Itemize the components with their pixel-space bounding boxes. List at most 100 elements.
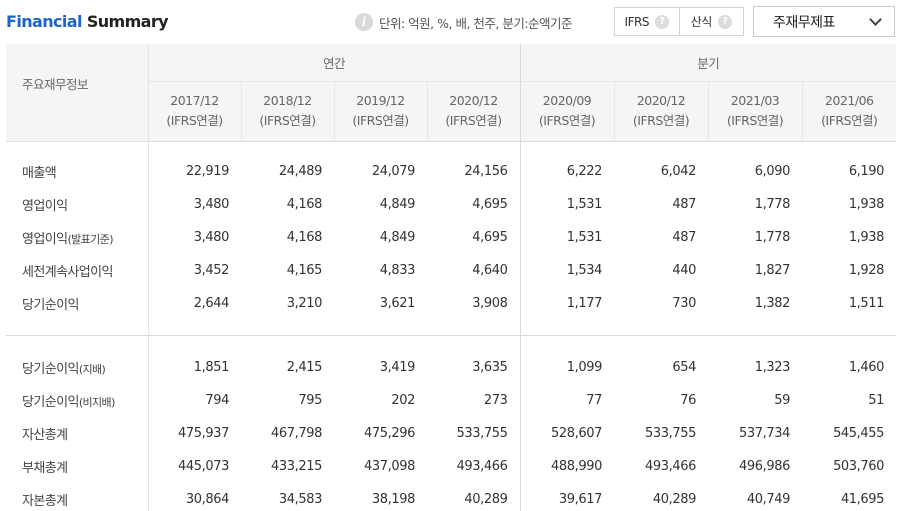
row-label: 세전계속사업이익 (6, 254, 149, 287)
unit-text: 단위: 억원, %, 배, 천주, 분기:순액기준 (379, 15, 573, 31)
value-cell: 4,849 (379, 230, 416, 245)
row-label: 자산총계 (6, 417, 149, 450)
table-row: 당기순이익(비지배) 794 795 202 273 77 76 59 51 (6, 384, 896, 417)
value-cell: 3,210 (286, 296, 323, 311)
value-cell: 3,908 (472, 296, 508, 311)
group-header-quarter: 분기 (519, 44, 897, 82)
value-cell: 795 (298, 393, 322, 408)
value-cell: 475,937 (178, 426, 229, 441)
value-cell: 1,531 (519, 221, 615, 254)
value-cell: 440 (672, 263, 697, 278)
value-cell: 2,415 (286, 360, 323, 375)
value-cell: 1,928 (848, 263, 885, 278)
value-cell: 528,607 (519, 417, 615, 450)
table-row: 영업이익 3,480 4,168 4,849 4,695 1,531 487 1,778 1,9… (6, 188, 896, 221)
ifrs-button[interactable]: IFRS ? (615, 8, 679, 35)
value-cell: 3,635 (472, 360, 508, 375)
value-cell: 6,042 (660, 164, 697, 179)
value-cell: 6,090 (754, 164, 791, 179)
value-cell: 533,755 (645, 426, 697, 441)
value-cell: 41,695 (840, 492, 885, 507)
value-cell: 487 (672, 230, 697, 245)
value-cell: 4,849 (379, 197, 416, 212)
statement-select[interactable]: 주재무제표 (753, 6, 895, 37)
table-row: 자산총계 475,937 467,798 475,296 533,755 528,607 5… (6, 417, 896, 450)
table-row: 당기순이익 2,644 3,210 3,621 3,908 1,177 730 1,382 1,… (6, 287, 896, 320)
column-period: 2021/06 (825, 93, 874, 108)
formula-button[interactable]: 산식 ? (678, 8, 744, 35)
row-label: 매출액 (6, 155, 149, 188)
column-period: 2020/12 (636, 93, 686, 108)
value-cell: 24,156 (464, 164, 508, 179)
row-spacer (6, 320, 897, 351)
value-cell: 1,778 (754, 230, 791, 245)
column-period: 2020/09 (542, 93, 592, 108)
value-cell: 437,098 (364, 459, 415, 474)
row-label: 당기순이익(지배) (6, 351, 149, 384)
value-cell: 493,466 (456, 459, 508, 474)
value-cell: 40,289 (652, 492, 697, 507)
value-cell: 1,382 (754, 296, 791, 311)
value-cell: 39,617 (519, 483, 615, 511)
column-period: 2019/12 (356, 93, 405, 108)
value-cell: 654 (672, 360, 697, 375)
chevron-down-icon (869, 13, 882, 26)
column-header: 2017/12 (IFRS연결) (148, 81, 241, 142)
table-row: 부채총계 445,073 433,215 437,098 493,466 488,990 4… (6, 450, 896, 483)
column-basis: (IFRS연결) (166, 113, 223, 128)
summary-toolbar: Financial Summary i 단위: 억원, %, 배, 천주, 분기… (0, 0, 906, 44)
column-header: 2020/09 (IFRS연결) (519, 81, 615, 142)
column-basis: (IFRS연결) (538, 113, 596, 128)
group-header-annual: 연간 (148, 44, 521, 82)
formula-label: 산식 (690, 15, 713, 29)
value-cell: 4,695 (472, 197, 508, 212)
column-header: 2018/12 (IFRS연결) (240, 81, 334, 142)
column-header: 2020/12 (IFRS연결) (613, 81, 709, 142)
value-cell: 24,079 (371, 164, 415, 179)
value-cell: 503,760 (833, 459, 885, 474)
value-cell: 3,419 (379, 360, 416, 375)
row-label: 영업이익(발표기준) (6, 221, 149, 254)
value-cell: 487 (672, 197, 697, 212)
column-period: 2021/03 (730, 93, 780, 108)
value-cell: 794 (205, 393, 229, 408)
column-basis: (IFRS연결) (445, 113, 502, 128)
column-period: 2020/12 (449, 93, 498, 108)
help-icon[interactable]: ? (717, 14, 732, 29)
row-spacer (6, 141, 896, 155)
row-label: 당기순이익 (6, 287, 149, 320)
column-basis: (IFRS연결) (821, 113, 878, 128)
view-toggle-group: IFRS ? 산식 ? (614, 7, 744, 36)
value-cell: 38,198 (371, 492, 415, 507)
value-cell: 1,511 (848, 296, 885, 311)
value-cell: 4,168 (286, 230, 323, 245)
value-cell: 4,640 (472, 263, 508, 278)
column-header: 2019/12 (IFRS연결) (333, 81, 427, 142)
value-cell: 1,851 (193, 360, 230, 375)
row-label: 당기순이익(비지배) (6, 384, 149, 417)
value-cell: 2,644 (193, 296, 230, 311)
value-cell: 6,190 (848, 164, 885, 179)
value-cell: 1,460 (848, 360, 885, 375)
column-header: 2021/06 (IFRS연결) (801, 81, 897, 142)
row-label: 영업이익 (6, 188, 149, 221)
value-cell: 4,695 (472, 230, 508, 245)
value-cell: 24,489 (278, 164, 322, 179)
table-row: 당기순이익(지배) 1,851 2,415 3,419 3,635 1,099 654 1,3… (6, 351, 896, 384)
value-cell: 533,755 (456, 426, 508, 441)
column-basis: (IFRS연결) (632, 113, 690, 128)
table-row: 영업이익(발표기준) 3,480 4,168 4,849 4,695 1,531 487 1,… (6, 221, 896, 254)
value-cell: 537,734 (739, 426, 791, 441)
column-period: 2018/12 (263, 93, 312, 108)
column-basis: (IFRS연결) (259, 113, 316, 128)
value-cell: 3,621 (379, 296, 416, 311)
section-title: Financial Summary (6, 12, 169, 31)
help-icon[interactable]: ? (654, 14, 669, 29)
info-icon[interactable]: i (355, 13, 373, 31)
value-cell: 3,480 (193, 230, 230, 245)
column-header: 2021/03 (IFRS연결) (707, 81, 803, 142)
value-cell: 1,827 (754, 263, 791, 278)
value-cell: 1,099 (519, 351, 615, 384)
value-cell: 6,222 (519, 155, 615, 188)
column-basis: (IFRS연결) (726, 113, 784, 128)
